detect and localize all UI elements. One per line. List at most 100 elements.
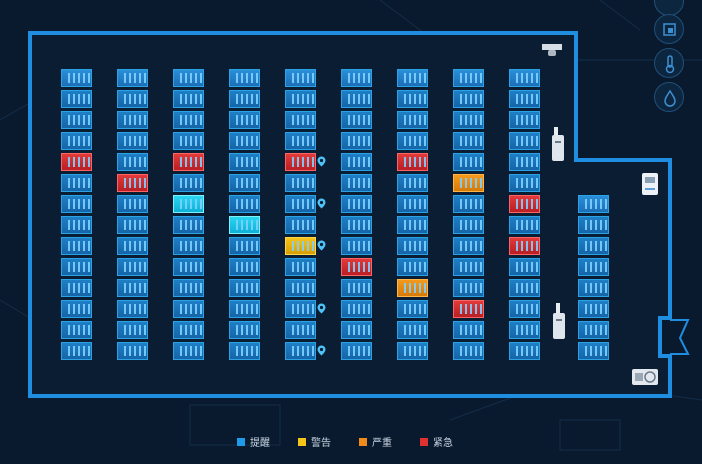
server-rack[interactable] [509, 69, 540, 87]
sensor-tower-icon-2[interactable] [551, 303, 567, 341]
server-rack[interactable] [285, 216, 316, 234]
server-rack[interactable] [173, 153, 204, 171]
server-rack[interactable] [229, 153, 260, 171]
server-rack[interactable] [61, 279, 92, 297]
server-rack[interactable] [397, 90, 428, 108]
server-rack[interactable] [397, 216, 428, 234]
server-rack[interactable] [117, 258, 148, 276]
server-rack[interactable] [453, 90, 484, 108]
server-rack[interactable] [61, 132, 92, 150]
server-rack[interactable] [453, 132, 484, 150]
server-rack[interactable] [578, 279, 609, 297]
server-rack[interactable] [229, 174, 260, 192]
server-rack[interactable] [229, 69, 260, 87]
location-pin-icon[interactable] [317, 303, 326, 314]
sensor-tower-icon[interactable] [551, 127, 565, 163]
server-rack[interactable] [229, 90, 260, 108]
server-rack[interactable] [397, 174, 428, 192]
server-rack[interactable] [453, 216, 484, 234]
server-rack[interactable] [578, 258, 609, 276]
server-rack[interactable] [285, 195, 316, 213]
server-rack[interactable] [117, 321, 148, 339]
server-rack[interactable] [173, 321, 204, 339]
server-rack[interactable] [453, 174, 484, 192]
server-rack[interactable] [285, 237, 316, 255]
server-rack[interactable] [173, 216, 204, 234]
server-rack[interactable] [341, 342, 372, 360]
server-rack[interactable] [61, 69, 92, 87]
wall-panel-icon[interactable] [641, 172, 659, 196]
server-rack[interactable] [453, 195, 484, 213]
server-rack[interactable] [397, 342, 428, 360]
server-rack[interactable] [453, 300, 484, 318]
location-pin-icon[interactable] [317, 156, 326, 167]
server-rack[interactable] [578, 342, 609, 360]
location-pin-icon[interactable] [317, 345, 326, 356]
server-rack[interactable] [117, 153, 148, 171]
server-rack[interactable] [117, 174, 148, 192]
server-rack[interactable] [285, 153, 316, 171]
server-rack[interactable] [578, 300, 609, 318]
server-rack[interactable] [341, 279, 372, 297]
location-pin-icon[interactable] [317, 240, 326, 251]
server-rack[interactable] [61, 153, 92, 171]
server-rack[interactable] [453, 258, 484, 276]
server-rack[interactable] [397, 195, 428, 213]
server-rack[interactable] [229, 237, 260, 255]
server-rack[interactable] [341, 174, 372, 192]
server-rack[interactable] [285, 90, 316, 108]
server-rack[interactable] [229, 195, 260, 213]
server-rack[interactable] [509, 258, 540, 276]
server-rack[interactable] [285, 69, 316, 87]
server-rack[interactable] [173, 90, 204, 108]
server-rack[interactable] [341, 258, 372, 276]
server-rack[interactable] [117, 342, 148, 360]
server-rack[interactable] [509, 216, 540, 234]
server-rack[interactable] [173, 279, 204, 297]
server-rack[interactable] [453, 153, 484, 171]
server-rack[interactable] [173, 69, 204, 87]
server-rack[interactable] [509, 300, 540, 318]
server-rack[interactable] [61, 111, 92, 129]
server-rack[interactable] [117, 237, 148, 255]
server-rack[interactable] [173, 111, 204, 129]
server-rack[interactable] [453, 69, 484, 87]
server-rack[interactable] [578, 216, 609, 234]
server-rack[interactable] [117, 300, 148, 318]
server-rack[interactable] [397, 258, 428, 276]
server-rack[interactable] [453, 279, 484, 297]
server-rack[interactable] [229, 321, 260, 339]
server-rack[interactable] [578, 237, 609, 255]
server-rack[interactable] [509, 111, 540, 129]
server-rack[interactable] [397, 237, 428, 255]
server-rack[interactable] [453, 321, 484, 339]
server-rack[interactable] [285, 300, 316, 318]
humidity-button[interactable] [654, 82, 684, 112]
server-rack[interactable] [117, 69, 148, 87]
server-rack[interactable] [173, 300, 204, 318]
server-rack[interactable] [341, 69, 372, 87]
camera-icon[interactable] [540, 42, 564, 58]
server-rack[interactable] [397, 153, 428, 171]
location-pin-icon[interactable] [317, 198, 326, 209]
server-rack[interactable] [341, 216, 372, 234]
server-rack[interactable] [397, 300, 428, 318]
server-rack[interactable] [173, 132, 204, 150]
server-rack[interactable] [229, 132, 260, 150]
server-rack[interactable] [117, 195, 148, 213]
server-rack[interactable] [509, 237, 540, 255]
server-rack[interactable] [509, 195, 540, 213]
server-rack[interactable] [173, 174, 204, 192]
server-rack[interactable] [117, 132, 148, 150]
server-rack[interactable] [117, 216, 148, 234]
server-rack[interactable] [117, 90, 148, 108]
server-rack[interactable] [509, 132, 540, 150]
server-rack[interactable] [61, 321, 92, 339]
server-rack[interactable] [453, 111, 484, 129]
server-rack[interactable] [117, 111, 148, 129]
server-rack[interactable] [173, 237, 204, 255]
server-rack[interactable] [453, 237, 484, 255]
server-rack[interactable] [509, 90, 540, 108]
server-rack[interactable] [229, 279, 260, 297]
server-rack[interactable] [285, 321, 316, 339]
